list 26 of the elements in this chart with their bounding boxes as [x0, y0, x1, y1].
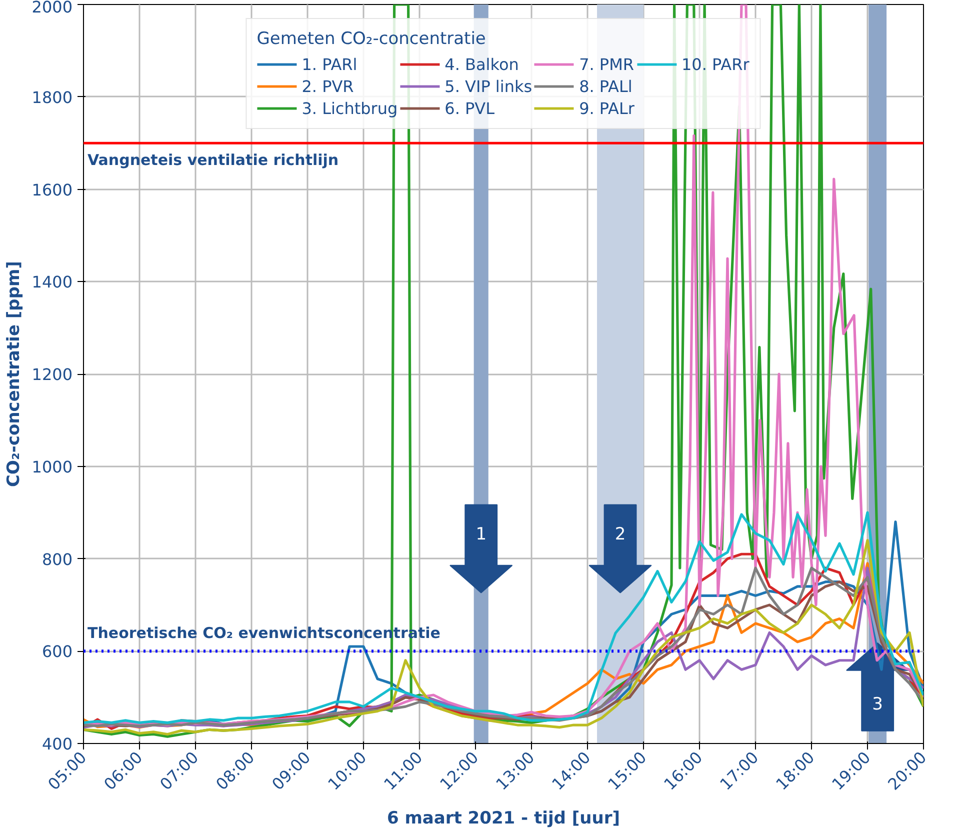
y-tick-label: 1600 [32, 180, 72, 200]
legend-label: 5. VIP links [444, 76, 532, 96]
band-label: 1 [476, 524, 487, 544]
y-tick-label: 600 [42, 642, 73, 662]
y-axis-title: CO₂-concentratie [ppm] [4, 261, 24, 487]
legend-label: 4. Balkon [444, 54, 519, 74]
legend-label: 6. PVL [444, 98, 495, 118]
legend-label: 9. PALr [579, 98, 634, 118]
legend-title: Gemeten CO₂-concentratie [256, 29, 487, 49]
band-label: 3 [872, 694, 883, 714]
y-tick-label: 1200 [32, 365, 72, 384]
x-axis-title: 6 maart 2021 - tijd [uur] [386, 808, 620, 829]
band-label: 2 [614, 524, 626, 544]
legend-label: 2. PVR [302, 76, 354, 96]
y-tick-label: 2000 [32, 0, 72, 16]
y-tick-label: 800 [42, 550, 73, 569]
y-tick-label: 1800 [32, 88, 72, 107]
legend-label: 1. PARl [302, 54, 358, 74]
y-tick-label: 1000 [32, 457, 72, 476]
y-tick-label: 400 [42, 734, 73, 754]
legend-label: 8. PALl [579, 76, 632, 96]
legend-label: 10. PARr [681, 54, 750, 74]
ref-line-label: Vangneteis ventilatie richtlijn [88, 151, 339, 170]
legend-label: 7. PMR [579, 54, 634, 74]
y-tick-label: 1400 [32, 272, 72, 292]
legend-label: 3. Lichtbrug [302, 98, 398, 118]
